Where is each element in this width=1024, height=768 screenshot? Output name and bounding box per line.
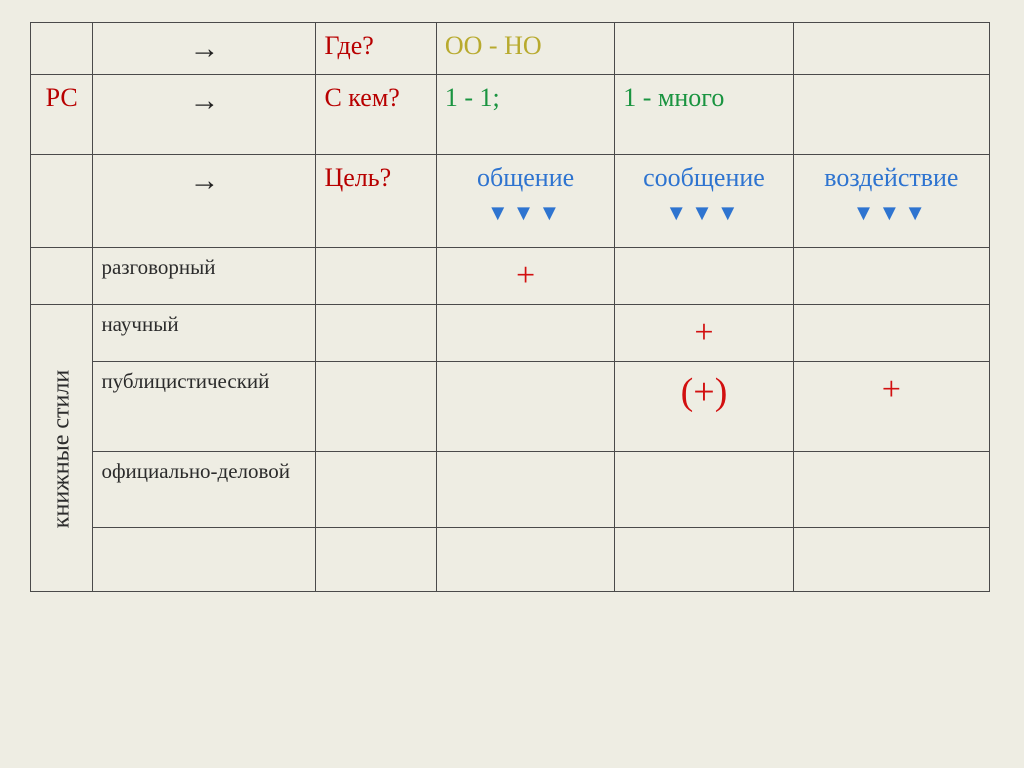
cell-empty [31, 155, 93, 248]
mark-plus: + [615, 305, 793, 362]
cell-empty [316, 305, 436, 362]
a-where: ОО - НО [436, 23, 614, 75]
row-with-whom: РС → С кем? 1 - 1; 1 - много [31, 75, 990, 155]
style-official: официально-деловой [93, 452, 316, 528]
cell-empty [31, 248, 93, 305]
cell-empty [31, 23, 93, 75]
cell-empty [316, 528, 436, 592]
row-razgovorny: разговорный + [31, 248, 990, 305]
goal-influence: воздействие ▼▼▼ [793, 155, 989, 248]
cell-empty [436, 528, 614, 592]
styles-table: → Где? ОО - НО РС → С кем? 1 - 1; 1 - мн… [30, 22, 990, 592]
arrow-icon: → [93, 75, 316, 155]
cell-empty [793, 305, 989, 362]
q-goal: Цель? [316, 155, 436, 248]
row-empty [31, 528, 990, 592]
q-withwhom: С кем? [316, 75, 436, 155]
cell-empty [793, 23, 989, 75]
row-official: официально-деловой [31, 452, 990, 528]
mark-plus: + [793, 362, 989, 452]
style-publicistic: публицистический [93, 362, 316, 452]
row-nauchny: книжные стили научный + [31, 305, 990, 362]
q-where: Где? [316, 23, 436, 75]
cell-empty [316, 248, 436, 305]
cell-empty [615, 23, 793, 75]
triangle-down-icon: ▼▼▼ [802, 199, 981, 228]
cell-empty [793, 248, 989, 305]
cell-empty [436, 362, 614, 452]
arrow-icon: → [93, 23, 316, 75]
cell-empty [615, 452, 793, 528]
goal-label: воздействие [824, 163, 958, 192]
triangle-down-icon: ▼▼▼ [623, 199, 784, 228]
mark-paren-plus: (+) [615, 362, 793, 452]
goal-communication: общение ▼▼▼ [436, 155, 614, 248]
a-1-many: 1 - много [615, 75, 793, 155]
mark-plus: + [436, 248, 614, 305]
row-publicistic: публицистический (+) + [31, 362, 990, 452]
table-container: → Где? ОО - НО РС → С кем? 1 - 1; 1 - мн… [0, 0, 1024, 614]
cell-empty [316, 362, 436, 452]
cell-empty [615, 528, 793, 592]
triangle-down-icon: ▼▼▼ [445, 199, 606, 228]
a-1-1: 1 - 1; [436, 75, 614, 155]
row-where: → Где? ОО - НО [31, 23, 990, 75]
cell-empty [793, 528, 989, 592]
cell-empty [793, 75, 989, 155]
label-rs: РС [31, 75, 93, 155]
cell-empty [93, 528, 316, 592]
cell-empty [316, 452, 436, 528]
cell-empty [615, 248, 793, 305]
goal-label: сообщение [643, 163, 765, 192]
cell-empty [436, 452, 614, 528]
goal-message: сообщение ▼▼▼ [615, 155, 793, 248]
goal-label: общение [477, 163, 574, 192]
row-goal: → Цель? общение ▼▼▼ сообщение ▼▼▼ воздей… [31, 155, 990, 248]
cell-empty [793, 452, 989, 528]
arrow-icon: → [93, 155, 316, 248]
cell-empty [436, 305, 614, 362]
style-razgovorny: разговорный [93, 248, 316, 305]
vertical-label-book-styles: книжные стили [31, 305, 93, 592]
style-nauchny: научный [93, 305, 316, 362]
